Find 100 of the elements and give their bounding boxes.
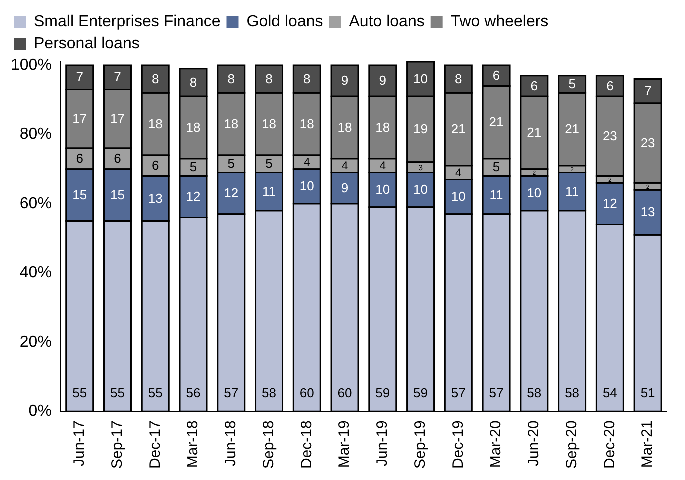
x-tick-label: Mar-19 [336, 420, 354, 468]
x-tick-label: Sep-17 [108, 420, 126, 470]
y-tick-label: 60% [20, 195, 52, 212]
data-label: 5 [228, 156, 235, 172]
data-label: 5 [266, 156, 273, 172]
data-label: 7 [644, 84, 652, 99]
data-label: 21 [527, 125, 542, 140]
data-label: 58 [262, 386, 276, 401]
x-tick-label: Mar-18 [184, 420, 202, 468]
data-label: 5 [190, 160, 198, 175]
y-tick-label: 100% [11, 56, 52, 74]
data-label: 6 [152, 158, 160, 173]
data-label: 57 [451, 386, 466, 401]
data-label: 9 [379, 73, 387, 88]
data-label: 9 [341, 73, 349, 88]
data-label: 11 [490, 187, 504, 202]
data-label: 60 [300, 386, 314, 401]
data-label: 8 [266, 71, 273, 86]
legend-label: Auto loans [349, 13, 425, 30]
data-label: 13 [148, 190, 163, 206]
data-label: 59 [414, 386, 428, 401]
data-label: 12 [224, 186, 239, 201]
data-label: 58 [527, 386, 542, 401]
data-label: 18 [338, 120, 352, 135]
data-label: 8 [152, 71, 160, 86]
data-label: 13 [640, 204, 656, 220]
y-tick-label: 40% [20, 264, 52, 282]
data-label: 15 [110, 187, 125, 202]
data-label: 21 [451, 122, 466, 137]
data-label: 18 [300, 116, 314, 132]
x-tick-label: Dec-17 [146, 420, 164, 469]
data-label: 54 [602, 386, 618, 401]
data-label: 8 [455, 71, 462, 86]
x-tick-label: Jun-17 [71, 420, 88, 467]
data-label: 51 [640, 386, 656, 401]
y-tick-label: 20% [20, 334, 52, 351]
data-label: 6 [492, 68, 500, 83]
data-label: 5 [492, 160, 500, 175]
data-label: 8 [228, 71, 235, 86]
data-label: 23 [640, 135, 656, 150]
data-label: 4 [342, 160, 348, 172]
data-label: 11 [262, 184, 276, 199]
legend-label: Two wheelers [450, 13, 549, 30]
data-label: 58 [565, 386, 580, 401]
data-label: 21 [565, 122, 580, 137]
data-label: 17 [110, 111, 125, 126]
y-tick-label: 0% [28, 403, 52, 420]
data-label: 8 [190, 74, 198, 90]
data-label: 57 [224, 386, 239, 401]
data-label: 9 [341, 180, 349, 196]
x-tick-label: Jun-20 [526, 420, 543, 467]
x-tick-label: Dec-18 [298, 420, 316, 469]
data-label: 18 [148, 116, 163, 132]
data-label: 4 [380, 160, 386, 172]
data-label: 5 [568, 76, 576, 92]
x-tick-label: Dec-20 [601, 420, 618, 469]
data-label: 10 [451, 189, 466, 204]
data-label: 4 [304, 157, 310, 170]
legend-label: Personal loans [34, 35, 140, 52]
x-tick-label: Sep-19 [412, 420, 429, 470]
x-tick-label: Jun-19 [374, 420, 392, 467]
x-tick-label: Dec-19 [450, 420, 467, 469]
x-tick-label: Sep-18 [260, 420, 278, 470]
data-label: 7 [76, 70, 84, 85]
data-label: 6 [76, 151, 84, 166]
data-label: 10 [527, 186, 542, 201]
data-label: 10 [414, 71, 428, 86]
x-tick-label: Jun-18 [222, 420, 240, 467]
legend-label: Small Enterprises Finance [34, 13, 221, 30]
x-tick-label: Sep-20 [563, 420, 580, 470]
data-label: 55 [110, 386, 125, 401]
data-label: 6 [114, 151, 122, 166]
data-label: 18 [224, 116, 239, 132]
y-tick-label: 80% [20, 126, 52, 144]
data-label: 18 [262, 116, 276, 132]
data-label: 59 [376, 386, 390, 401]
data-label: 12 [186, 189, 201, 204]
data-label: 57 [489, 386, 504, 401]
data-label: 7 [114, 70, 122, 85]
legend-label: Gold loans [246, 13, 324, 30]
data-label: 21 [489, 114, 504, 130]
data-label: 18 [186, 120, 201, 135]
data-label: 6 [606, 78, 614, 94]
data-label: 55 [72, 386, 88, 401]
data-label: 6 [530, 78, 538, 94]
data-label: 10 [414, 182, 428, 198]
data-label: 8 [304, 71, 311, 86]
data-label: 10 [376, 182, 390, 198]
data-label: 4 [456, 167, 462, 180]
data-label: 11 [566, 184, 580, 199]
data-label: 10 [300, 178, 314, 194]
x-tick-label: Mar-21 [639, 420, 656, 468]
data-label: 19 [414, 122, 428, 137]
data-label: 55 [148, 386, 163, 401]
data-label: 56 [186, 386, 201, 401]
x-tick-label: Mar-20 [488, 420, 505, 468]
data-label: 15 [72, 187, 88, 202]
data-label: 18 [376, 120, 390, 135]
data-label: 60 [338, 386, 352, 401]
data-label: 23 [602, 128, 618, 144]
